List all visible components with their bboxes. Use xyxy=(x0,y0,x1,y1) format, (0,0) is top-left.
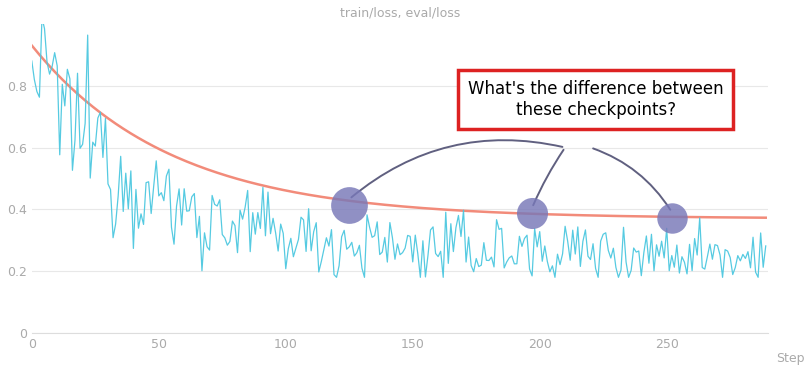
Text: Step: Step xyxy=(776,352,804,364)
Point xyxy=(526,211,539,216)
Point xyxy=(343,202,356,208)
Point xyxy=(665,215,678,221)
Text: What's the difference between
these checkpoints?: What's the difference between these chec… xyxy=(468,80,723,119)
Title: train/loss, eval/loss: train/loss, eval/loss xyxy=(340,7,460,20)
